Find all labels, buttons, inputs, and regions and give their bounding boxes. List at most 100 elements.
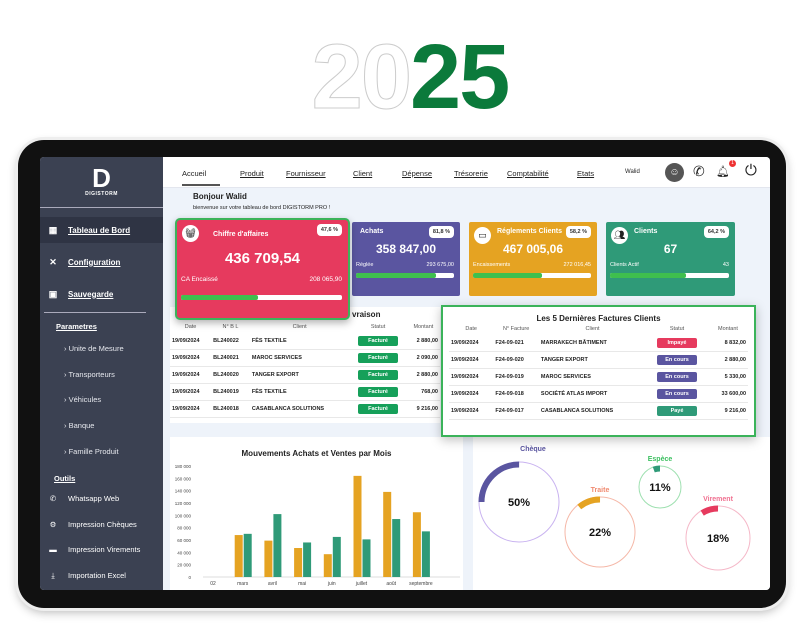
payment-donuts: 50% Chèque 22% Traite 11% Espèce 18% Virement bbox=[478, 446, 751, 571]
bar-avril-0 bbox=[264, 540, 273, 577]
x-tick-label: avril bbox=[268, 581, 277, 587]
user-name: Walid bbox=[625, 169, 640, 175]
bar-août-0 bbox=[383, 491, 392, 577]
sidebar-item-1[interactable]: ✕ Configuration bbox=[49, 256, 121, 267]
year-banner: 2025 bbox=[311, 26, 510, 129]
greeting-subtitle: bienvenue sur votre tableau de bord DIGI… bbox=[193, 205, 331, 211]
table-row[interactable]: 19/09/2024 F24-09-017 CASABLANCA SOLUTIONS… bbox=[449, 402, 748, 420]
table-row[interactable]: 19/09/2024 BL240020 TANGER EXPORT Facturé 2 … bbox=[170, 366, 440, 384]
y-tick-label: 180 000 bbox=[175, 464, 192, 469]
power-icon[interactable]: ⏻ bbox=[745, 162, 757, 179]
status-badge: Impayé bbox=[657, 338, 697, 348]
y-tick-label: 120 000 bbox=[175, 501, 192, 506]
donut-label: Espèce bbox=[648, 456, 673, 463]
card-value: 358 847,00 bbox=[375, 242, 437, 256]
chart-title: Mouvements Achats et Ventes par Mois bbox=[241, 449, 392, 458]
donut-label: Chèque bbox=[520, 446, 546, 453]
table-row[interactable]: 19/09/2024 BL240021 MAROC SERVICES Facturé 2… bbox=[170, 349, 440, 367]
sidebar-item-2[interactable]: ▣ Sauvegarde bbox=[48, 288, 114, 299]
x-tick-label: mars bbox=[237, 581, 249, 587]
kpi-card-0[interactable]: 🧺︎ Chiffre d'affaires 47,6 % 436 709,54 … bbox=[175, 218, 350, 320]
table-row[interactable]: 19/09/2024 F24-09-019 MAROC SERVICES En cou… bbox=[449, 368, 748, 386]
sidebar-param-item[interactable]: › Unite de Mesure bbox=[64, 344, 124, 353]
factures-panel: Les 5 Dernières Factures Clients Date N° … bbox=[441, 305, 756, 437]
progress-bar bbox=[356, 273, 454, 278]
kpi-card-2[interactable]: ▭ Réglements Clients 58,2 % 467 005,06 E… bbox=[469, 222, 597, 296]
percent-badge: 81,8 % bbox=[428, 226, 454, 238]
bl-title: vraison bbox=[352, 310, 381, 319]
bar-juillet-0 bbox=[353, 475, 362, 577]
table-row[interactable]: 19/09/2024 BL240022 FÈS TEXTILE Facturé 2 88… bbox=[170, 333, 440, 350]
progress-bar bbox=[181, 295, 342, 300]
table-row[interactable]: 19/09/2024 BL240018 CASABLANCA SOLUTIONS Fa… bbox=[170, 400, 440, 418]
x-tick-label: août bbox=[386, 581, 396, 587]
bell-icon[interactable]: 🔔︎ bbox=[716, 166, 728, 178]
sidebar-item-0[interactable]: ▦ Tableau de Bord bbox=[40, 217, 163, 243]
table-row[interactable]: 19/09/2024 BL240019 FÈS TEXTILE Facturé 768,… bbox=[170, 383, 440, 401]
card-value: 436 709,54 bbox=[224, 250, 301, 267]
bar-mai-1 bbox=[303, 542, 312, 577]
app-screen: D DIGISTORM ▦ Tableau de Bord ✕ Configuratio… bbox=[40, 157, 770, 590]
donut-arc-Chèque bbox=[478, 461, 560, 543]
table-row[interactable]: 19/09/2024 F24-09-020 TANGER EXPORT En cour… bbox=[449, 351, 748, 369]
tools-icon: ✕ bbox=[49, 256, 57, 267]
notification-badge: 1 bbox=[729, 160, 736, 167]
chevron-right-icon: › bbox=[64, 421, 67, 431]
bar-septembre-1 bbox=[421, 531, 430, 577]
printer-icon: ▬ bbox=[49, 545, 57, 554]
sidebar: D DIGISTORM ▦ Tableau de Bord ✕ Configuratio… bbox=[40, 157, 163, 590]
tab-0[interactable]: Accueil bbox=[182, 169, 221, 186]
x-tick-label: 02 bbox=[210, 581, 216, 587]
logo: D DIGISTORM bbox=[85, 163, 118, 197]
bar-mars-0 bbox=[234, 535, 243, 577]
status-badge: Facturé bbox=[358, 353, 399, 363]
status-badge: En cours bbox=[657, 389, 697, 399]
x-tick-label: mai bbox=[298, 581, 306, 587]
sidebar-tool-item[interactable]: ✆ Whatsapp Web bbox=[49, 494, 120, 503]
sidebar-param-item[interactable]: › Véhicules bbox=[64, 395, 102, 405]
chevron-right-icon: › bbox=[64, 446, 67, 456]
tab-2[interactable]: Fournisseur bbox=[286, 169, 326, 178]
bar-septembre-0 bbox=[412, 512, 421, 577]
avatar[interactable]: ☺ bbox=[665, 163, 684, 182]
donut-value: 50% bbox=[508, 497, 530, 509]
card-icon: 👥︎ bbox=[611, 227, 628, 244]
whatsapp-icon: ✆ bbox=[49, 494, 57, 503]
kpi-card-3[interactable]: 👥︎ Clients 64,2 % 67 Clients Actif 43 bbox=[606, 222, 735, 296]
tab-5[interactable]: Trésorerie bbox=[454, 169, 488, 178]
greeting-title: Bonjour Walid bbox=[193, 192, 247, 201]
bar-avril-1 bbox=[273, 514, 282, 577]
tab-3[interactable]: Client bbox=[353, 169, 373, 178]
x-tick-label: septembre bbox=[409, 581, 433, 587]
tab-6[interactable]: Comptabilité bbox=[507, 169, 549, 178]
y-tick-label: 20 000 bbox=[177, 563, 191, 568]
bar-mai-0 bbox=[294, 548, 303, 577]
tab-4[interactable]: Dépense bbox=[402, 169, 433, 178]
sidebar-tool-item[interactable]: ⚙ Impression Chèques bbox=[49, 519, 137, 529]
progress-bar bbox=[473, 273, 591, 278]
table-row[interactable]: 19/09/2024 F24-09-018 SOCIÉTÉ ATLAS IMPORT… bbox=[449, 385, 748, 403]
card-value: 67 bbox=[663, 242, 678, 256]
card-icon: ▭ bbox=[474, 227, 491, 244]
tab-1[interactable]: Produit bbox=[240, 169, 264, 178]
kpi-card-1[interactable]: Achats 81,8 % 358 847,00 Réglée 293 675,0… bbox=[352, 222, 460, 296]
donut-label: Virement bbox=[703, 496, 733, 503]
status-badge: Facturé bbox=[358, 336, 399, 346]
progress-bar bbox=[610, 273, 729, 278]
sidebar-param-item[interactable]: › Transporteurs bbox=[64, 369, 115, 379]
status-badge: Facturé bbox=[358, 387, 399, 397]
table-row[interactable]: 19/09/2024 F24-09-021 MARRAKECH BÂTIMENT Im… bbox=[449, 335, 748, 352]
sidebar-param-item[interactable]: › Famille Produit bbox=[64, 446, 119, 456]
sidebar-param-item[interactable]: › Banque bbox=[64, 421, 95, 431]
bar-juin-0 bbox=[323, 554, 332, 577]
x-tick-label: juin bbox=[327, 581, 336, 587]
sidebar-tool-item[interactable]: ▬ Impression Virements bbox=[49, 545, 141, 554]
status-badge: Facturé bbox=[358, 404, 399, 414]
sidebar-tool-item[interactable]: ⤓ Importation Excel bbox=[48, 571, 126, 581]
tab-7[interactable]: Etats bbox=[577, 169, 595, 178]
cheque-print-icon: ⚙ bbox=[49, 519, 57, 529]
bar-chart: 0 20 000 40 000 60 000 80 000 100 000 120 000 1… bbox=[175, 464, 460, 587]
whatsapp-icon[interactable]: ✆ bbox=[693, 163, 705, 179]
bar-août-1 bbox=[392, 519, 401, 577]
section-outils: Outils bbox=[54, 474, 76, 483]
